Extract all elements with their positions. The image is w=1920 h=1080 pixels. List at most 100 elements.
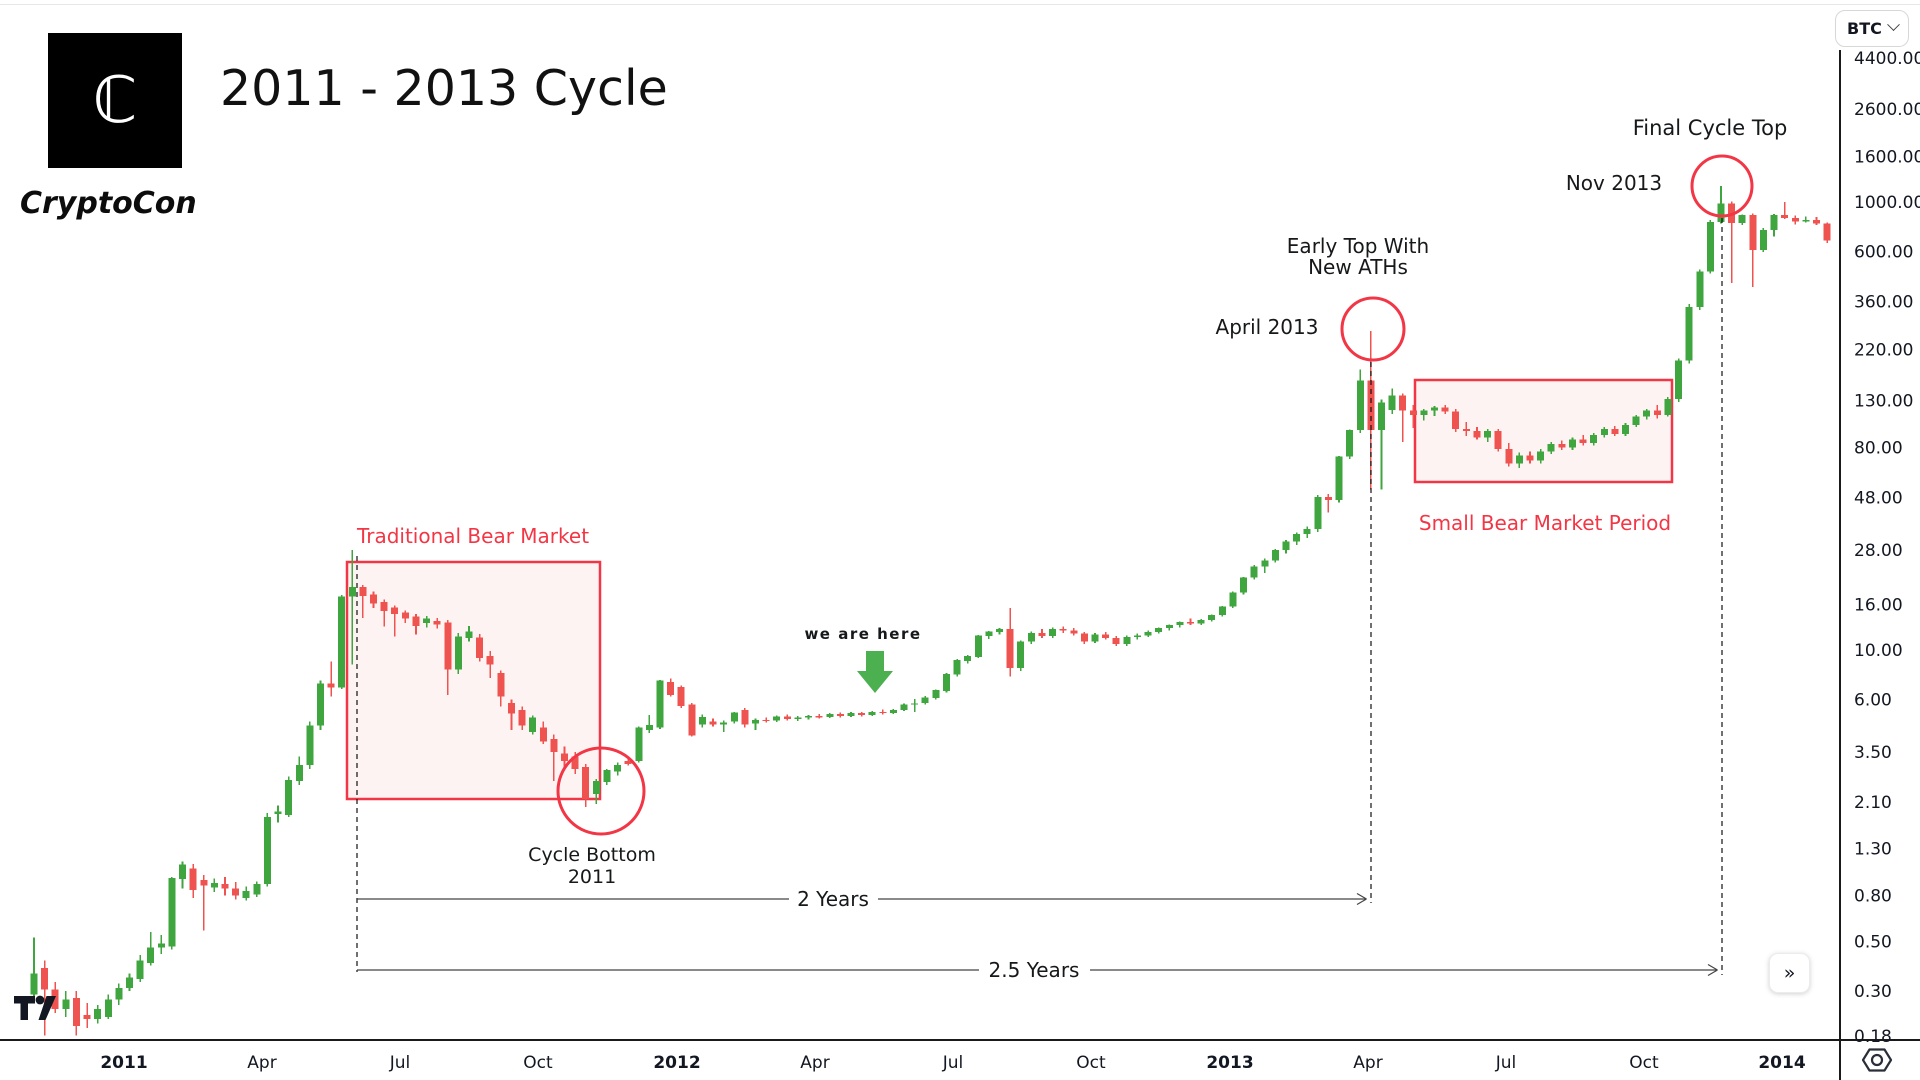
candle (94, 1005, 102, 1024)
candle (1494, 428, 1502, 452)
candle-body (539, 727, 547, 742)
candle-body (582, 767, 590, 800)
candle-body (1632, 416, 1640, 426)
candle (1706, 220, 1714, 274)
candle (1102, 632, 1110, 640)
candle (911, 698, 919, 712)
candle-body (561, 753, 568, 761)
candle-body (1377, 402, 1385, 430)
candle-body (698, 717, 706, 725)
candle (83, 1003, 91, 1029)
candle-body (1526, 455, 1534, 461)
candle (476, 633, 484, 662)
candle (741, 708, 749, 728)
candle-body (1282, 541, 1290, 551)
candle-body (274, 811, 282, 815)
cycle-bottom-circle (556, 746, 646, 836)
time-tick-label: Oct (523, 1053, 553, 1073)
time-axis[interactable]: 2011 Apr Jul Oct 2012 Apr Jul Oct 2013 Apr Jul Oct 2… (100, 1053, 1805, 1073)
candle-body (1494, 430, 1502, 449)
time-tick-label: 2013 (1206, 1053, 1253, 1073)
candle-body (1250, 566, 1258, 578)
settings-icon[interactable] (1860, 1045, 1894, 1079)
candle-body (348, 587, 356, 597)
candle (539, 721, 547, 745)
annotation-text: we are here (804, 625, 921, 643)
candle (1388, 388, 1396, 415)
candles (30, 185, 1831, 1036)
candle-body (380, 601, 388, 612)
price-tick-label: 130.00 (1854, 391, 1913, 411)
candle (592, 779, 600, 805)
candle (306, 721, 314, 769)
candle (1208, 614, 1216, 622)
candle-body (1303, 529, 1311, 534)
candle (815, 713, 823, 719)
candle-body (370, 594, 378, 604)
candle-body (656, 680, 664, 728)
candle (730, 711, 738, 724)
time-tick-label: 2011 (100, 1053, 147, 1073)
candle (1250, 564, 1258, 580)
candle (1590, 433, 1598, 446)
candle-body (1759, 229, 1767, 250)
brand-name: CryptoCon (20, 186, 197, 221)
two-years-span: 2 Years (357, 887, 1367, 911)
annotation-text: Small Bear Market Period (1419, 511, 1671, 535)
candle-body (1622, 425, 1629, 435)
candle-body (1165, 625, 1173, 629)
candle-body (1388, 395, 1396, 410)
candle (1282, 539, 1290, 554)
candle (316, 680, 324, 730)
candle (773, 715, 781, 722)
candle-body (359, 587, 367, 597)
candle (263, 813, 271, 887)
candle (529, 715, 537, 735)
candle (380, 599, 388, 627)
candle-body (921, 697, 929, 703)
candle (1144, 630, 1152, 638)
symbol-selector-dropdown[interactable]: BTC (1835, 10, 1909, 47)
candle (401, 610, 409, 623)
candle (1165, 624, 1173, 631)
axes (0, 50, 1920, 1080)
candle (1622, 423, 1629, 437)
price-tick-label: 1.30 (1854, 839, 1892, 859)
candle (179, 861, 187, 889)
candle (1759, 228, 1767, 253)
time-tick-label: Jul (942, 1053, 964, 1073)
price-tick-label: 0.30 (1854, 982, 1892, 1002)
down-arrow-icon (857, 651, 893, 693)
time-tick-label: Apr (247, 1053, 276, 1073)
annotation-text: Early Top With (1287, 234, 1429, 258)
price-tick-label: 80.00 (1854, 439, 1903, 459)
candle (1717, 185, 1725, 224)
collapse-axis-button[interactable]: » (1769, 953, 1810, 993)
candle-body (942, 673, 950, 692)
candle-body (1643, 410, 1651, 417)
candle (1314, 495, 1322, 533)
candle-body (964, 655, 972, 662)
candle-body (147, 947, 155, 964)
candle-body (125, 977, 133, 988)
candle (1017, 640, 1025, 672)
arrowhead-icon (1707, 963, 1718, 971)
candle (1324, 494, 1332, 513)
price-axis[interactable]: 4400.00 2600.00 1600.00 1000.00 600.00 360.00… (1854, 49, 1920, 1047)
candle (486, 650, 494, 678)
tradingview-logo[interactable] (13, 988, 59, 1032)
candle (200, 874, 208, 931)
candle-body (1462, 428, 1470, 431)
price-tick-label: 2.10 (1854, 793, 1892, 813)
nov-top-circle (1690, 154, 1754, 218)
candle-body (1420, 410, 1428, 415)
april-2013-label: April 2013 (1216, 315, 1319, 339)
candle (667, 678, 675, 697)
candle-body (1717, 203, 1725, 222)
tradingview-logo-icon (14, 995, 56, 1020)
candle (868, 710, 876, 716)
arrowhead-icon (1356, 898, 1367, 906)
candle-body (953, 660, 961, 675)
candle (1823, 222, 1831, 244)
